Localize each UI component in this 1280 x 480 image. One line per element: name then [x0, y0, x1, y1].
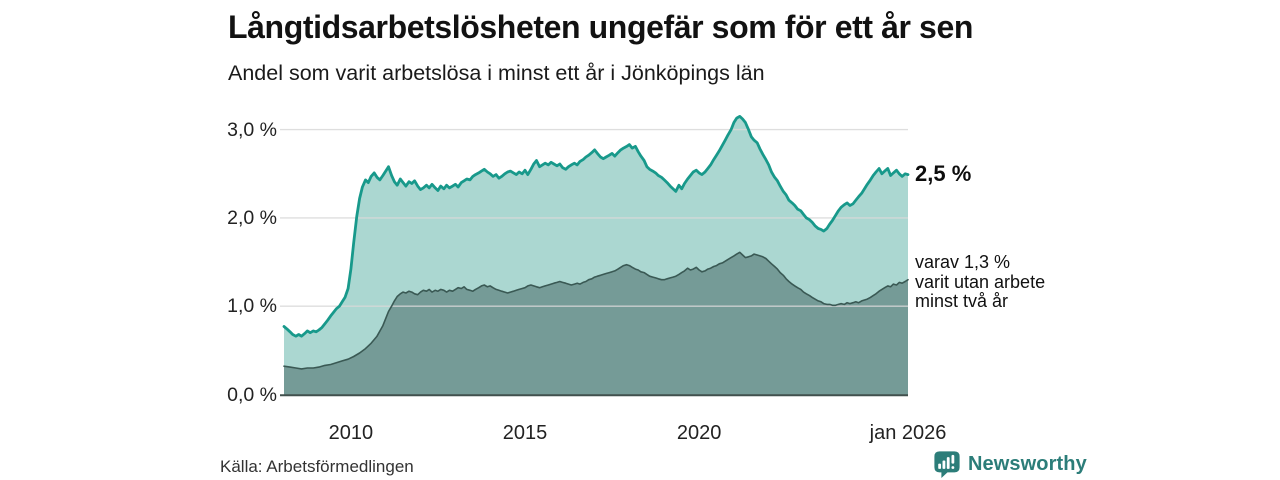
- y-axis-tick-label: 2,0 %: [227, 206, 277, 229]
- x-axis-tick-label: 2010: [328, 422, 374, 444]
- x-axis-tick-label: jan 2026: [869, 422, 947, 444]
- y-axis-tick-label: 0,0 %: [227, 383, 277, 406]
- y-axis-tick-label: 1,0 %: [227, 295, 277, 318]
- annotation-line: varav 1,3 %: [915, 252, 1011, 272]
- chart-subtitle: Andel som varit arbetslösa i minst ett å…: [228, 61, 765, 85]
- y-axis-tick-label: 3,0 %: [227, 118, 277, 141]
- annotation-line: minst två år: [915, 291, 1009, 311]
- latest-value-label: 2,5 %: [915, 161, 972, 186]
- page-title: Långtidsarbetslösheten ungefär som för e…: [228, 9, 973, 45]
- x-axis-tick-label: 2020: [676, 422, 722, 444]
- annotation-line: varit utan arbete: [915, 271, 1046, 292]
- secondary-series-annotation: varav 1,3 % varit utan arbete minst två …: [915, 252, 1046, 312]
- newsworthy-bars-icon: [934, 451, 960, 479]
- newsworthy-logo: Newsworthy: [933, 450, 1087, 479]
- newsworthy-wordmark: Newsworthy: [968, 453, 1087, 475]
- source-note: Källa: Arbetsförmedlingen: [220, 457, 414, 476]
- x-axis-tick-label: 2015: [502, 422, 548, 444]
